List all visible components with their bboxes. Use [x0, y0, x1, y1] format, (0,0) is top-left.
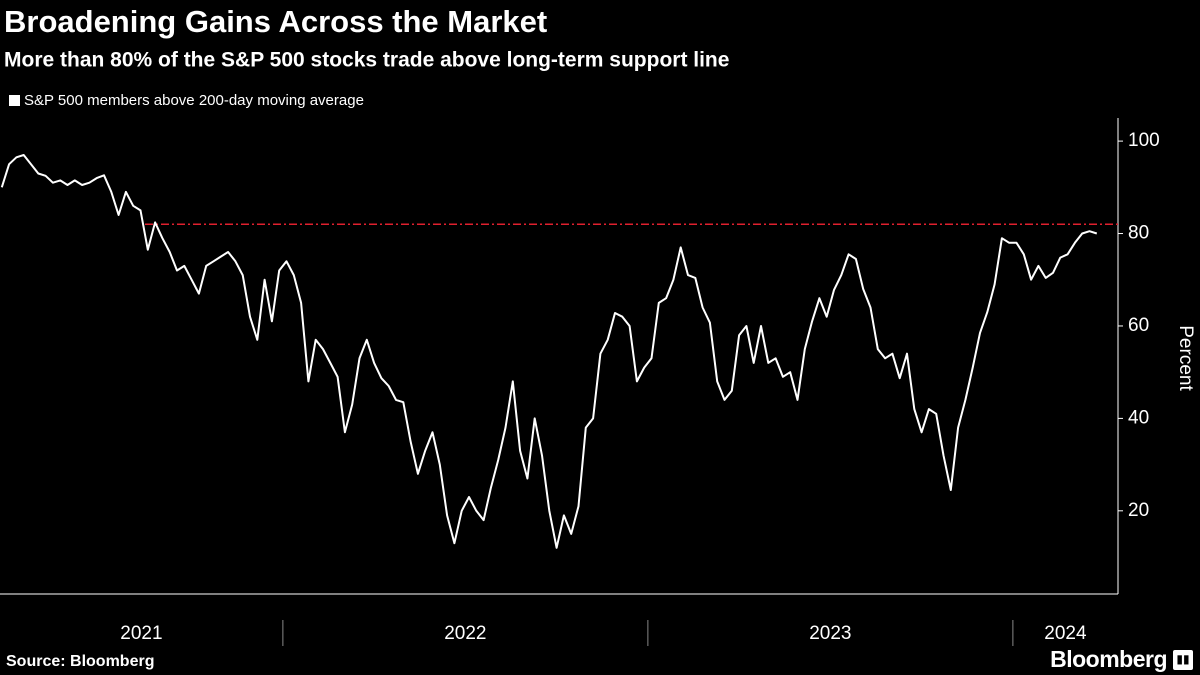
x-tick-label: 2024	[1044, 623, 1087, 644]
data-line	[0, 154, 1098, 549]
x-tick-label: 2022	[444, 623, 486, 644]
x-tick-label: 2023	[809, 623, 851, 644]
x-tick-label: 2021	[120, 623, 162, 644]
legend-label: S&P 500 members above 200-day moving ave…	[24, 92, 364, 109]
y-tick-label: 100	[1128, 130, 1160, 151]
brand-icon	[1173, 650, 1193, 670]
y-tick-label: 40	[1128, 407, 1149, 428]
brand: Bloomberg	[1050, 646, 1167, 672]
y-tick-label: 60	[1128, 315, 1149, 336]
chart-title: Broadening Gains Across the Market	[4, 4, 547, 39]
y-tick-label: 80	[1128, 223, 1149, 244]
legend-swatch	[9, 95, 20, 106]
chart-subtitle: More than 80% of the S&P 500 stocks trad…	[4, 49, 729, 72]
y-tick-label: 20	[1128, 500, 1149, 521]
brand-icon-glyph: ▮▮	[1176, 652, 1189, 666]
y-axis-label: Percent	[1175, 325, 1196, 391]
source: Source: Bloomberg	[6, 653, 154, 670]
